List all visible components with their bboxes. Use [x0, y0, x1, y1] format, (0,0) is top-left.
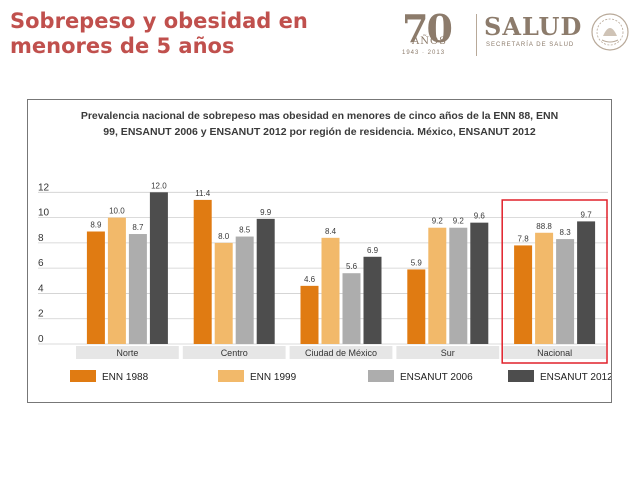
salud-logo: 70 AÑOS 1943 · 2013 SALUD SECRETARÍA DE …	[396, 6, 636, 66]
bar	[407, 269, 426, 344]
category-label: Centro	[221, 348, 248, 358]
data-label: 12.0	[151, 181, 167, 190]
logo-divider	[476, 14, 477, 56]
y-tick-label: 4	[38, 283, 44, 294]
data-label: 8.7	[132, 223, 144, 232]
logo-years: 1943 · 2013	[402, 50, 446, 56]
category-band	[182, 346, 286, 359]
legend-label: ENSANUT 2006	[400, 372, 473, 383]
coat-of-arms-icon	[591, 13, 629, 51]
logo-secretaria: SECRETARÍA DE SALUD	[486, 42, 575, 48]
bar	[321, 237, 340, 344]
bar	[363, 256, 382, 344]
chart-panel: Prevalencia nacional de sobrepeso mas ob…	[27, 99, 612, 403]
chart-title: Prevalencia nacional de sobrepeso mas ob…	[28, 108, 611, 140]
highlight-box	[501, 199, 608, 364]
legend-swatch	[508, 370, 534, 382]
slide-title-line1: Sobrepeso y obesidad en	[10, 9, 308, 33]
data-label: 7.8	[518, 234, 530, 243]
legend-swatch	[368, 370, 394, 382]
y-tick-label: 0	[38, 334, 44, 345]
y-tick-label: 2	[38, 309, 44, 320]
data-label: 8.5	[239, 226, 251, 235]
bar	[300, 285, 319, 344]
bar	[86, 231, 105, 344]
bar	[556, 239, 575, 344]
data-label: 9.9	[260, 208, 272, 217]
slide-title: Sobrepeso y obesidad en menores de 5 año…	[10, 9, 340, 59]
y-tick-label: 6	[38, 258, 44, 269]
bar-chart: 0 2 4 6 8 10 12 8.9 10.0 8.7 12.0 Norte 11.4 8.0 8.5 9.…	[38, 181, 611, 383]
bar	[514, 245, 533, 344]
bar	[193, 199, 212, 344]
bar	[577, 221, 596, 344]
data-label: 88.8	[536, 222, 552, 231]
logo-salud: SALUD	[484, 12, 583, 41]
data-label: 9.2	[453, 217, 465, 226]
y-tick-label: 10	[38, 208, 50, 219]
data-label: 10.0	[109, 207, 125, 216]
bar	[342, 273, 361, 344]
bar	[535, 232, 554, 344]
data-label: 8.9	[90, 221, 102, 230]
bar	[428, 227, 447, 344]
data-label: 5.6	[346, 262, 358, 271]
data-label: 4.6	[304, 275, 316, 284]
legend-label: ENN 1999	[250, 372, 297, 383]
category-label: Sur	[441, 348, 455, 358]
chart-title-line1: Prevalencia nacional de sobrepeso mas ob…	[80, 110, 559, 122]
data-label: 8.3	[560, 228, 572, 237]
data-label: 6.9	[367, 246, 379, 255]
data-label: 9.2	[432, 217, 444, 226]
bar	[214, 242, 233, 344]
logo-seventy: 70	[402, 6, 453, 51]
data-label: 9.7	[581, 210, 593, 219]
y-tick-label: 8	[38, 233, 44, 244]
data-label: 8.0	[218, 232, 230, 241]
category-band	[396, 346, 500, 359]
data-label: 11.4	[195, 189, 211, 198]
bar	[235, 236, 254, 344]
bar	[449, 227, 468, 344]
legend-label: ENSANUT 2012	[540, 372, 611, 383]
data-label: 9.6	[474, 212, 486, 221]
category-label: Norte	[116, 348, 138, 358]
bar	[470, 222, 489, 344]
y-tick-label: 12	[38, 182, 50, 193]
category-label: Nacional	[537, 348, 572, 358]
bar	[149, 192, 168, 344]
slide-title-line2: menores de 5 años	[10, 34, 235, 58]
legend-label: ENN 1988	[102, 372, 149, 383]
category-label: Ciudad de México	[305, 348, 377, 358]
bar	[256, 218, 275, 344]
bar	[128, 234, 147, 344]
category-band	[289, 346, 393, 359]
chart-title-line2: 99, ENSANUT 2006 y ENSANUT 2012 por regi…	[103, 126, 536, 138]
category-band	[76, 346, 179, 359]
legend-swatch	[218, 370, 244, 382]
legend-swatch	[70, 370, 96, 382]
category-band	[503, 346, 606, 359]
bar	[107, 217, 126, 344]
data-label: 8.4	[325, 227, 337, 236]
logo-anos: AÑOS	[412, 36, 448, 47]
data-label: 5.9	[411, 258, 423, 267]
